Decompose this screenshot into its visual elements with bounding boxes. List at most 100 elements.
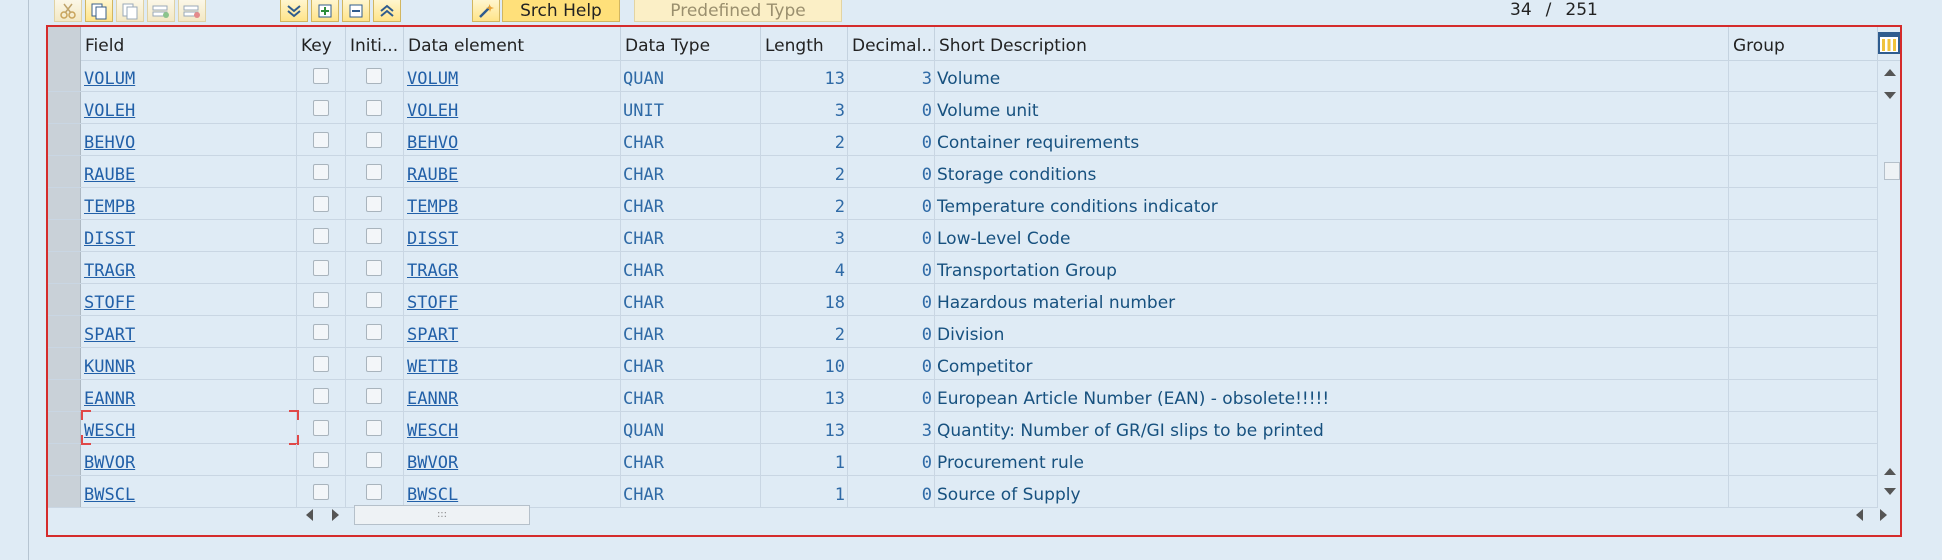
data-element-link[interactable]: TEMPB: [404, 188, 621, 219]
key-checkbox[interactable]: [313, 100, 329, 116]
key-checkbox[interactable]: [313, 228, 329, 244]
srch-help-button[interactable]: Srch Help: [502, 0, 620, 22]
data-element-link[interactable]: WETTB: [404, 348, 621, 379]
data-element-link[interactable]: WESCH: [404, 412, 621, 443]
key-checkbox[interactable]: [313, 132, 329, 148]
scroll-right-end-icon[interactable]: [1880, 509, 1887, 521]
initial-values-checkbox[interactable]: [366, 292, 382, 308]
key-checkbox[interactable]: [313, 484, 329, 500]
data-element-link[interactable]: VOLUM: [404, 60, 621, 91]
collapse-button[interactable]: [373, 0, 401, 22]
col-header-initial[interactable]: Initi...: [346, 27, 404, 60]
row-selector[interactable]: [48, 188, 81, 219]
key-checkbox[interactable]: [313, 164, 329, 180]
vertical-scrollbar[interactable]: [1880, 60, 1900, 500]
field-name-link[interactable]: TEMPB: [81, 188, 297, 219]
row-selector[interactable]: [48, 284, 81, 315]
col-header-length[interactable]: Length: [761, 27, 848, 60]
add-field-button[interactable]: [311, 0, 339, 22]
initial-values-checkbox[interactable]: [366, 132, 382, 148]
initial-values-checkbox[interactable]: [366, 196, 382, 212]
key-checkbox[interactable]: [313, 356, 329, 372]
initial-values-checkbox[interactable]: [366, 68, 382, 84]
row-selector[interactable]: [48, 92, 81, 123]
data-element-link[interactable]: EANNR: [404, 380, 621, 411]
key-checkbox[interactable]: [313, 388, 329, 404]
col-header-data-type[interactable]: Data Type: [621, 27, 761, 60]
initial-values-checkbox[interactable]: [366, 356, 382, 372]
wizard-button[interactable]: [472, 0, 500, 22]
data-element-link[interactable]: STOFF: [404, 284, 621, 315]
field-name-link[interactable]: VOLUM: [81, 60, 297, 91]
field-name-link[interactable]: RAUBE: [81, 156, 297, 187]
horizontal-scrollbar[interactable]: :::: [48, 501, 1900, 529]
key-checkbox[interactable]: [313, 260, 329, 276]
data-element-link[interactable]: DISST: [404, 220, 621, 251]
initial-values-checkbox[interactable]: [366, 484, 382, 500]
data-element-link[interactable]: TRAGR: [404, 252, 621, 283]
initial-values-checkbox[interactable]: [366, 260, 382, 276]
field-name-link[interactable]: WESCH: [81, 412, 297, 443]
row-selector[interactable]: [48, 348, 81, 379]
initial-values-checkbox[interactable]: [366, 100, 382, 116]
field-name-link[interactable]: KUNNR: [81, 348, 297, 379]
key-checkbox[interactable]: [313, 324, 329, 340]
col-header-data-element[interactable]: Data element: [404, 27, 621, 60]
key-checkbox[interactable]: [313, 196, 329, 212]
initial-values-checkbox[interactable]: [366, 388, 382, 404]
scroll-down-icon[interactable]: [1884, 92, 1896, 99]
initial-values-checkbox[interactable]: [366, 452, 382, 468]
page-up-icon[interactable]: [1884, 468, 1896, 475]
initial-values-checkbox[interactable]: [366, 228, 382, 244]
scroll-left-icon[interactable]: [306, 509, 313, 521]
initial-values-checkbox[interactable]: [366, 164, 382, 180]
check-button[interactable]: [342, 0, 370, 22]
initial-values-checkbox[interactable]: [366, 324, 382, 340]
horizontal-scroll-thumb[interactable]: :::: [354, 505, 530, 525]
vertical-scroll-thumb[interactable]: [1884, 162, 1900, 180]
cut-button[interactable]: [54, 0, 82, 22]
predefined-type-button[interactable]: Predefined Type: [634, 0, 842, 22]
page-down-icon[interactable]: [1884, 488, 1896, 495]
delete-row-button[interactable]: [178, 0, 206, 22]
col-header-key[interactable]: Key: [297, 27, 346, 60]
key-checkbox[interactable]: [313, 420, 329, 436]
field-name-link[interactable]: BWSCL: [81, 476, 297, 507]
row-selector[interactable]: [48, 156, 81, 187]
field-name-link[interactable]: VOLEH: [81, 92, 297, 123]
scroll-right-icon[interactable]: [332, 509, 339, 521]
row-selector[interactable]: [48, 60, 81, 91]
field-name-link[interactable]: BWVOR: [81, 444, 297, 475]
data-element-link[interactable]: BEHVO: [404, 124, 621, 155]
key-checkbox[interactable]: [313, 68, 329, 84]
row-selector[interactable]: [48, 252, 81, 283]
expand-button[interactable]: [280, 0, 308, 22]
key-checkbox[interactable]: [313, 292, 329, 308]
row-selector[interactable]: [48, 380, 81, 411]
col-header-decimals[interactable]: Decimal...: [848, 27, 935, 60]
row-selector[interactable]: [48, 124, 81, 155]
data-element-link[interactable]: VOLEH: [404, 92, 621, 123]
row-selector[interactable]: [48, 476, 81, 507]
field-name-link[interactable]: STOFF: [81, 284, 297, 315]
insert-row-button[interactable]: [147, 0, 175, 22]
scroll-left-end-icon[interactable]: [1856, 509, 1863, 521]
data-element-link[interactable]: BWVOR: [404, 444, 621, 475]
col-header-group[interactable]: Group: [1729, 27, 1878, 60]
field-name-link[interactable]: BEHVO: [81, 124, 297, 155]
col-header-short-description[interactable]: Short Description: [935, 27, 1729, 60]
initial-values-checkbox[interactable]: [366, 420, 382, 436]
scroll-up-icon[interactable]: [1884, 69, 1896, 76]
layout-button[interactable]: [1878, 32, 1900, 54]
col-header-field[interactable]: Field: [81, 27, 297, 60]
row-selector[interactable]: [48, 316, 81, 347]
field-name-link[interactable]: TRAGR: [81, 252, 297, 283]
key-checkbox[interactable]: [313, 452, 329, 468]
data-element-link[interactable]: SPART: [404, 316, 621, 347]
data-element-link[interactable]: RAUBE: [404, 156, 621, 187]
data-element-link[interactable]: BWSCL: [404, 476, 621, 507]
paste-button[interactable]: [116, 0, 144, 22]
row-selector[interactable]: [48, 412, 81, 443]
field-name-link[interactable]: EANNR: [81, 380, 297, 411]
select-all-corner[interactable]: [48, 27, 81, 60]
